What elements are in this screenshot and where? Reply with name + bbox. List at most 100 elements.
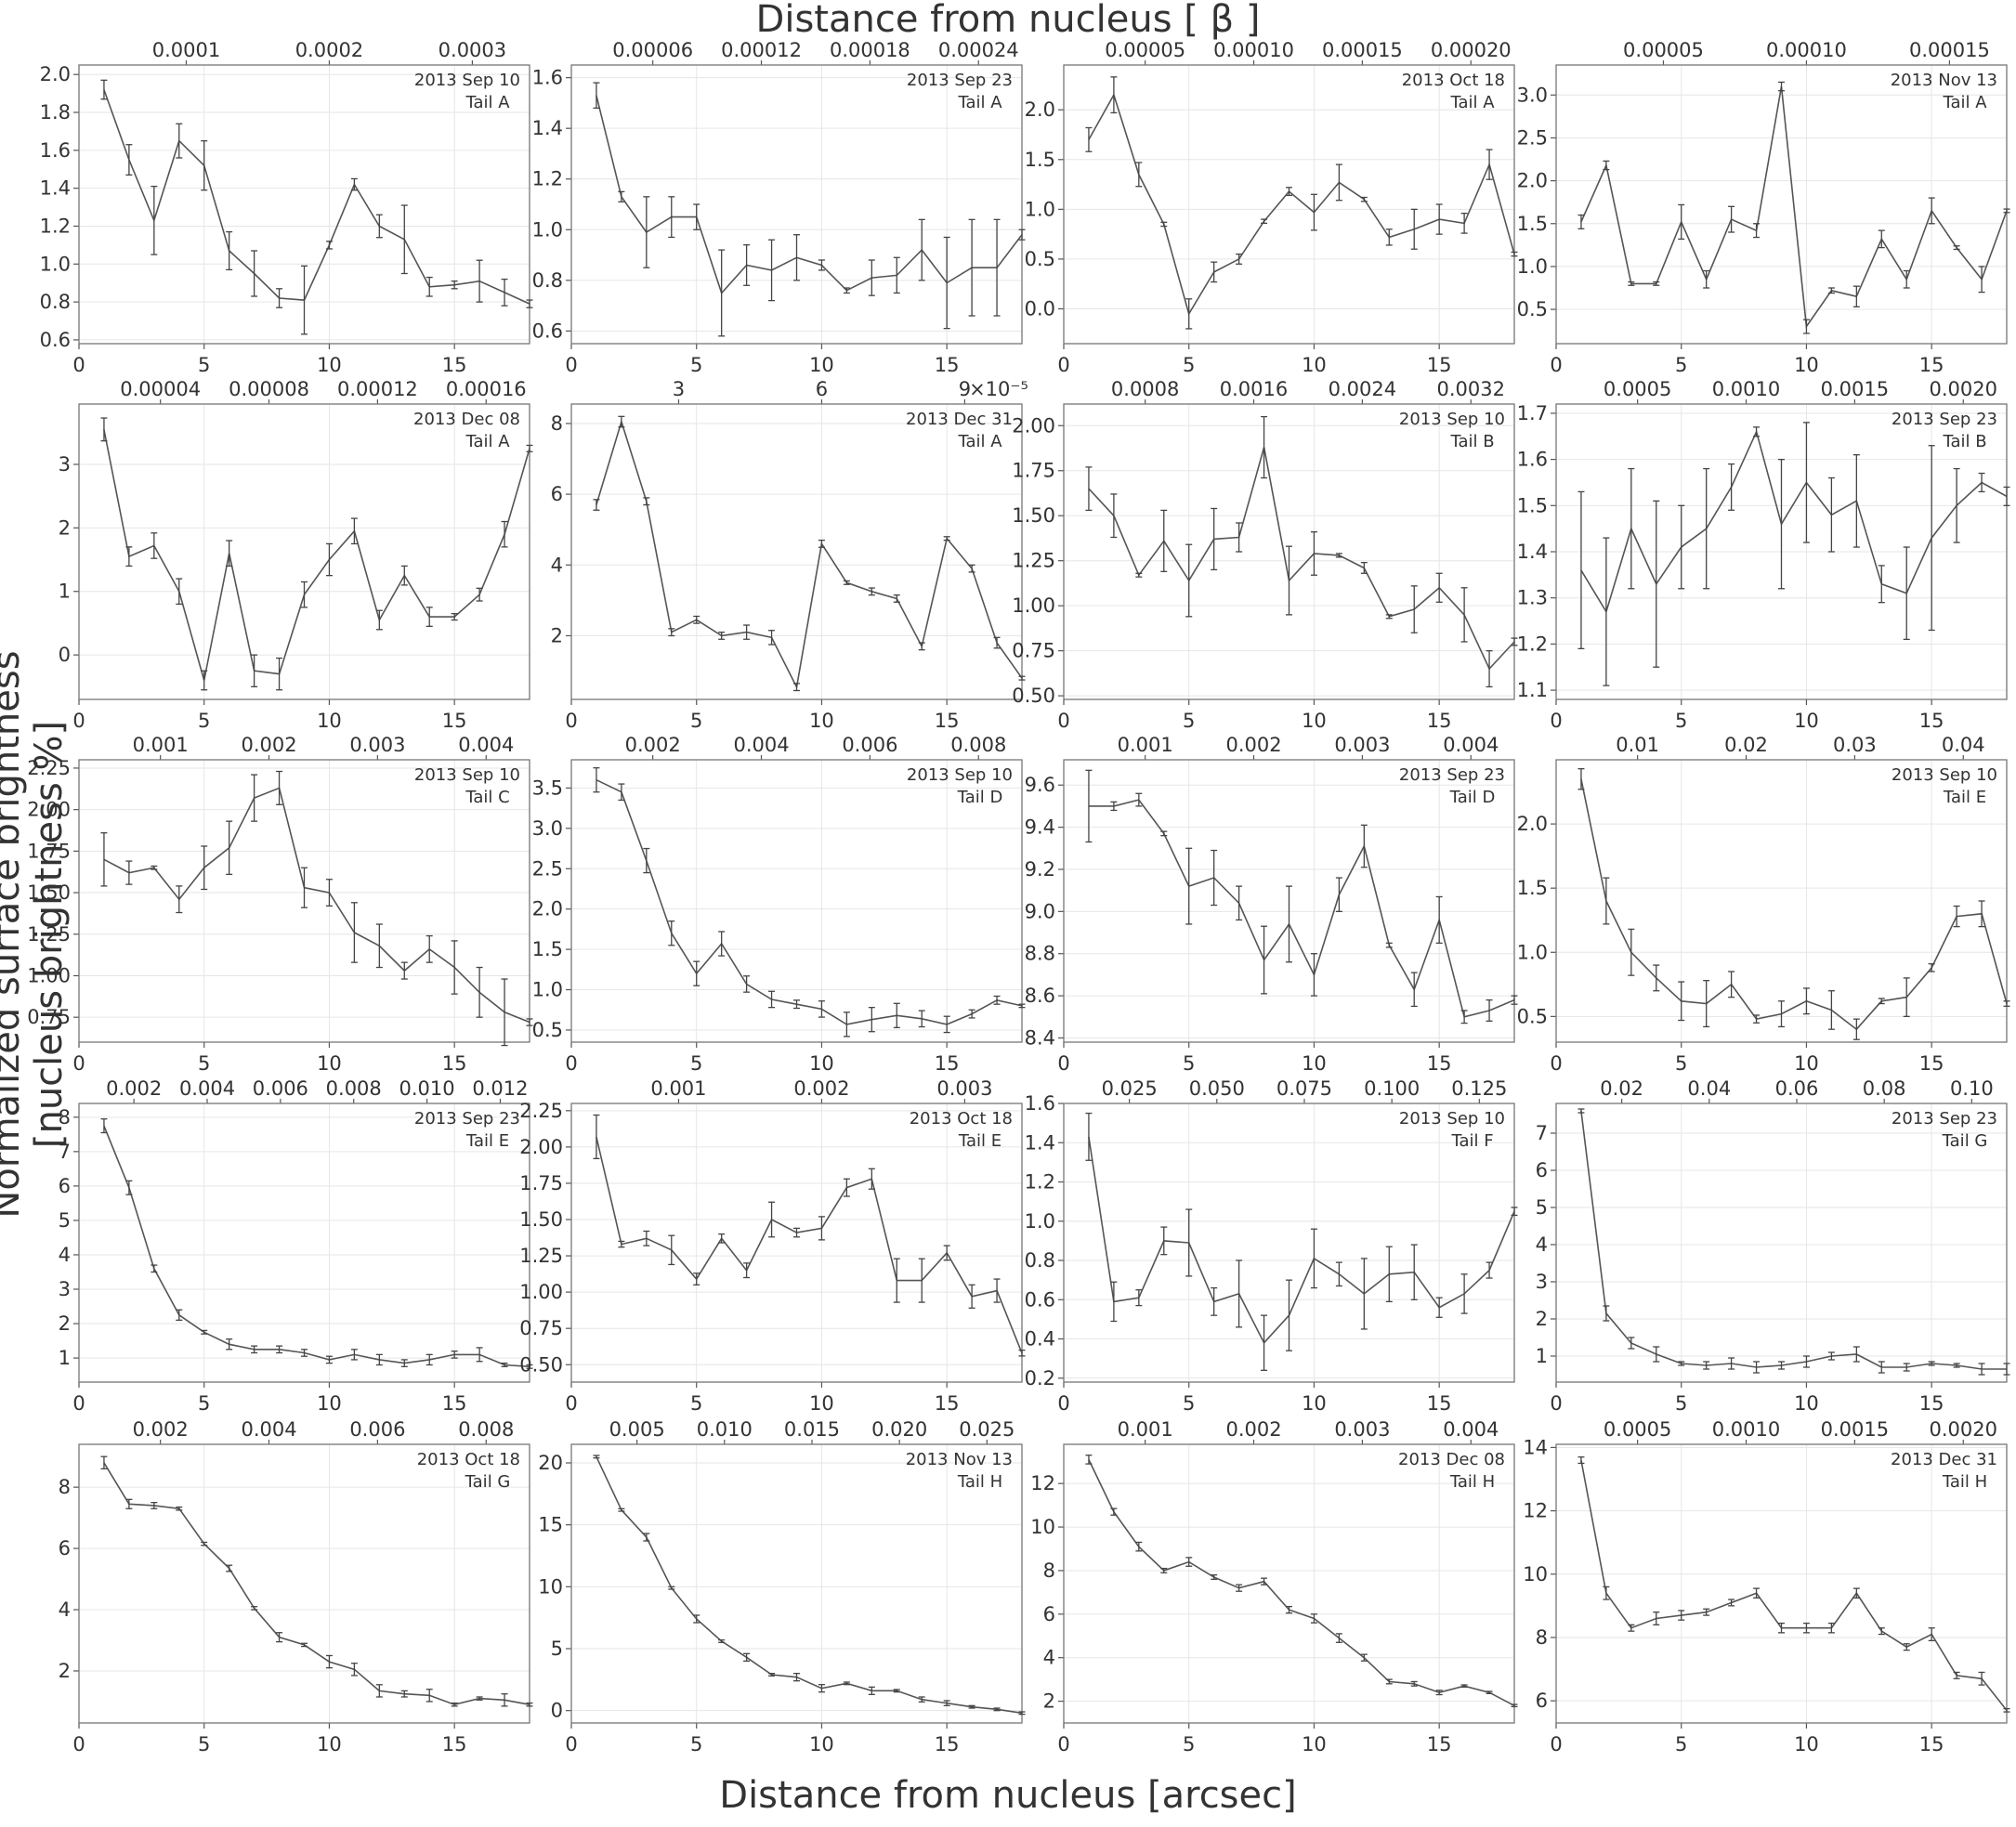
y-tick-label: 4 (1043, 1647, 1055, 1669)
top-tick-label: 0.025 (959, 1418, 1015, 1441)
top-tick-label: 0.00018 (830, 39, 910, 61)
y-tick-label: 3.0 (532, 817, 563, 840)
top-tick-label: 0.002 (106, 1077, 162, 1100)
y-tick-label: 1.6 (1517, 449, 1548, 471)
series-line (1088, 447, 1515, 671)
panel-tail-label: Tail A (465, 93, 510, 112)
bottom-axis-label: Distance from nucleus [arcsec] (719, 1774, 1297, 1817)
panel-tail-label: Tail G (465, 1472, 511, 1492)
series-line (1088, 1136, 1515, 1345)
y-tick-label: 0.4 (1025, 1328, 1055, 1351)
top-tick-label: 0.04 (1687, 1077, 1731, 1100)
panel-tail-label: Tail H (1942, 1472, 1987, 1492)
y-tick-label: 3 (1536, 1271, 1548, 1293)
top-tick-label: 0.08 (1863, 1077, 1906, 1100)
series-line (1580, 1459, 2008, 1711)
y-tick-label: 0.50 (519, 1353, 563, 1376)
x-tick-label: 0 (72, 1392, 85, 1415)
y-tick-label: 2 (59, 1312, 71, 1335)
y-tick-label: 0.6 (532, 320, 563, 342)
y-tick-label: 1 (59, 581, 71, 603)
y-tick-label: 1.4 (532, 117, 563, 139)
panel: 0 5 10 15 8.4 8.6 8.8 9.0 9.2 9.4 9.6 0.001 0.002 0.0… (1025, 734, 1518, 1075)
panel-date-label: 2013 Sep 23 (1399, 765, 1505, 785)
panel: 0 5 10 15 0.50 0.75 1.00 1.25 1.50 1.75 2.00 0.0008… (1012, 378, 1518, 732)
panel-tail-label: Tail E (465, 1131, 509, 1151)
panel-tail-label: Tail E (1943, 788, 1986, 807)
y-tick-label: 8.8 (1025, 943, 1055, 965)
y-tick-label: 5 (59, 1209, 71, 1232)
x-tick-label: 5 (1183, 710, 1195, 732)
y-tick-label: 1.5 (532, 938, 563, 960)
series-line (596, 778, 1023, 1025)
top-tick-label: 0.005 (609, 1418, 665, 1441)
panel-date-label: 2013 Sep 23 (907, 71, 1013, 90)
y-tick-label: 9.6 (1025, 774, 1055, 796)
series-line (596, 95, 1023, 295)
y-tick-label: 1.50 (1012, 504, 1055, 527)
panel: 0 5 10 15 1 2 3 4 5 6 7 8 0.002 0.004 0.006 0.008 0.010 0… (59, 1077, 533, 1415)
y-tick-label: 2 (551, 624, 563, 646)
series-line (1580, 85, 2008, 329)
x-tick-label: 5 (1183, 354, 1195, 376)
y-tick-label: 10 (1030, 1516, 1055, 1538)
panel-date-label: 2013 Dec 08 (413, 410, 520, 429)
x-tick-label: 10 (1302, 1392, 1327, 1415)
panel-date-label: 2013 Dec 08 (1398, 1450, 1505, 1469)
x-tick-label: 10 (317, 710, 342, 732)
panel: 0 5 10 15 1.1 1.2 1.3 1.4 1.5 1.6 1.7 0.0005 0.0010 0… (1517, 378, 2010, 732)
top-tick-label: 0.006 (349, 1418, 405, 1441)
y-tick-label: 6 (1536, 1159, 1548, 1181)
x-tick-label: 15 (1427, 354, 1452, 376)
top-tick-label: 0.001 (650, 1077, 706, 1100)
y-tick-label: 2.0 (1517, 170, 1548, 192)
y-tick-label: 0.8 (1025, 1249, 1055, 1272)
panel: 0 5 10 15 0.75 1.00 1.25 1.50 1.75 2.00 2.25 0.001 0… (27, 734, 533, 1075)
y-tick-label: 2.00 (1012, 414, 1055, 437)
y-tick-label: 0.75 (27, 1006, 71, 1028)
panel: 0 5 10 15 0 1 2 3 0.00004 0.00008 0.00012 0.00016 20… (59, 378, 533, 732)
y-tick-label: 1.50 (27, 881, 71, 904)
plot-frame (1555, 1103, 2008, 1383)
y-tick-label: 6 (59, 1537, 71, 1559)
x-tick-label: 10 (1302, 710, 1327, 732)
panel-tail-label: Tail E (958, 1131, 1001, 1151)
y-tick-label: 8 (551, 412, 563, 435)
x-tick-label: 5 (1675, 1733, 1687, 1755)
x-tick-label: 10 (1794, 710, 1819, 732)
x-tick-label: 5 (198, 710, 210, 732)
y-tick-label: 9.4 (1025, 816, 1055, 839)
x-tick-label: 10 (1794, 1392, 1819, 1415)
top-tick-label: 0.10 (1950, 1077, 1994, 1100)
y-tick-label: 8.4 (1025, 1026, 1055, 1049)
top-tick-label: 0.0005 (1604, 1418, 1671, 1441)
panel-tail-label: Tail A (957, 93, 1002, 112)
plot-area (1556, 1444, 2007, 1723)
y-tick-label: 1.5 (1025, 149, 1055, 171)
x-tick-label: 5 (198, 354, 210, 376)
y-tick-label: 3.5 (532, 776, 563, 799)
x-tick-label: 5 (198, 1392, 210, 1415)
x-tick-label: 10 (317, 1392, 342, 1415)
top-tick-label: 0.0003 (439, 39, 506, 61)
y-tick-label: 0.75 (1012, 640, 1055, 662)
plot-frame (78, 1103, 530, 1383)
y-tick-label: 2.25 (519, 1100, 563, 1122)
y-tick-label: 3 (59, 1278, 71, 1300)
panel-tail-label: Tail A (957, 432, 1002, 451)
y-tick-label: 2.5 (1517, 126, 1548, 149)
panel: 0 5 10 15 1 2 3 4 5 6 7 0.02 0.04 0.06 0.08 0.10 2013 Se… (1536, 1077, 2010, 1415)
x-tick-label: 10 (1794, 1733, 1819, 1755)
top-tick-label: 0.003 (1334, 1418, 1390, 1441)
y-tick-label: 2.00 (27, 799, 71, 821)
top-tick-label: 0.003 (349, 734, 405, 756)
panel: 0 5 10 15 2 4 6 8 3 6 9×10⁻⁵ 2013 Dec 31 Tail A (551, 378, 1028, 732)
x-tick-label: 15 (442, 710, 467, 732)
panel: 0 5 10 15 2 4 6 8 0.002 0.004 0.006 0.008 2013 Oct 1… (59, 1418, 533, 1755)
y-tick-label: 9.2 (1025, 858, 1055, 881)
top-tick-label: 0.001 (1118, 734, 1173, 756)
x-tick-label: 15 (442, 1392, 467, 1415)
plot-frame (570, 64, 1023, 345)
x-tick-label: 15 (1427, 710, 1452, 732)
y-tick-label: 12 (1030, 1472, 1055, 1494)
